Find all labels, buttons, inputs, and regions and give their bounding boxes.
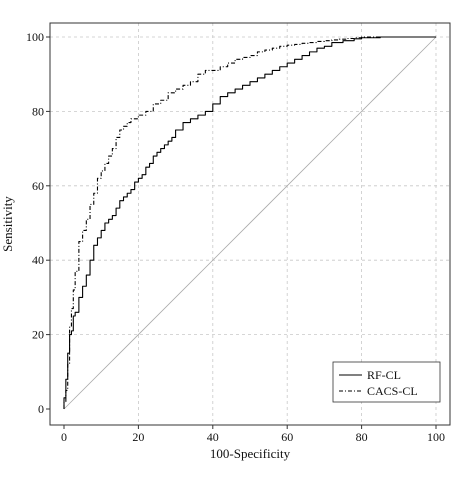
x-tick-label-1: 20 (132, 430, 144, 444)
y-tick-label-0: 0 (38, 402, 44, 416)
legend: RF-CL CACS-CL (332, 361, 441, 403)
x-tick-label-3: 60 (281, 430, 293, 444)
y-tick-label-3: 60 (32, 179, 44, 193)
reference-diagonal-line (63, 36, 437, 410)
legend-label-rf-cl: RF-CL (367, 368, 401, 382)
grid-lines (50, 23, 450, 425)
x-tick-label-4: 80 (356, 430, 368, 444)
x-axis-ticks: 0 20 40 60 80 100 (61, 425, 445, 444)
legend-box (332, 361, 441, 403)
x-tick-label-5: 100 (427, 430, 445, 444)
x-tick-label-0: 0 (61, 430, 67, 444)
x-tick-label-2: 40 (207, 430, 219, 444)
y-tick-label-1: 20 (32, 328, 44, 342)
y-tick-label-2: 40 (32, 253, 44, 267)
y-axis-ticks: 0 20 40 60 80 100 (26, 30, 50, 416)
series-line-cacs-cl (63, 36, 436, 409)
y-tick-label-4: 80 (32, 104, 44, 118)
series-line-rf-cl (63, 36, 436, 409)
plot-frame (49, 22, 451, 426)
y-tick-label-5: 100 (26, 30, 44, 44)
series-layer (63, 36, 436, 409)
x-axis-title: 100-Specificity (210, 446, 291, 461)
legend-label-cacs-cl: CACS-CL (367, 384, 418, 398)
y-axis-title: Sensitivity (0, 196, 15, 252)
